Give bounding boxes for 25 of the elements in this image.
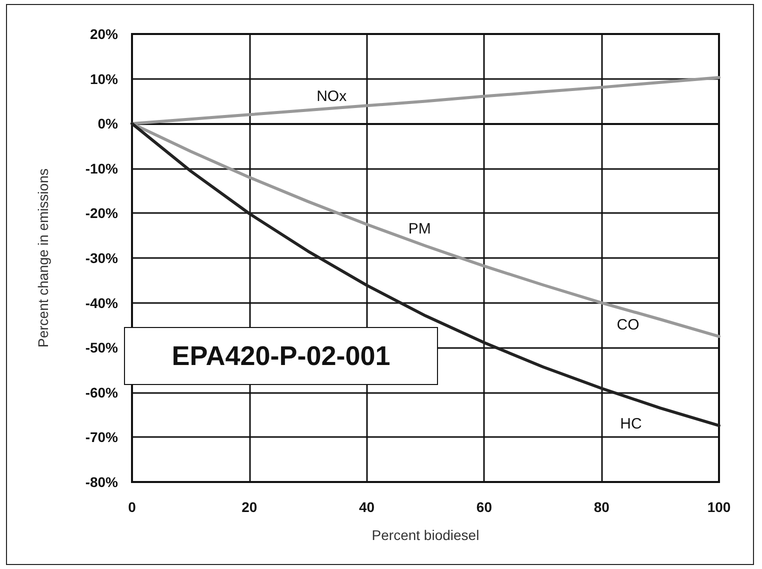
x-tick-label: 60: [476, 499, 492, 515]
annotation: HC: [620, 415, 642, 432]
y-tick-label: -20%: [85, 205, 119, 222]
y-axis-title: Percent change in emissions: [35, 168, 51, 348]
y-tick-label: -60%: [85, 384, 119, 400]
x-tick-label: 80: [594, 499, 610, 515]
x-tick-label: 20: [242, 499, 258, 515]
x-tick-label: 0: [128, 499, 136, 515]
y-tick-label: -80%: [85, 474, 119, 490]
annotation: EPA420-P-02-001: [172, 340, 390, 372]
y-tick-label: -70%: [85, 429, 119, 446]
y-tick-label: 0%: [98, 116, 119, 132]
y-tick-label: -40%: [85, 294, 119, 311]
annotation: NOx: [316, 88, 348, 106]
x-tick-label: 100: [707, 499, 731, 515]
y-tick-label: -50%: [85, 340, 119, 356]
annotation: CO: [616, 316, 640, 334]
x-tick-label: 40: [359, 499, 375, 515]
y-tick-label: 10%: [90, 70, 119, 87]
x-axis-title: Percent biodiesel: [372, 527, 480, 543]
label-box: EPA420-P-02-001: [124, 327, 438, 385]
annotation: PM: [408, 220, 431, 238]
y-tick-label: -10%: [85, 160, 119, 176]
y-tick-label: -30%: [85, 250, 119, 266]
y-tick-label: 20%: [90, 26, 119, 42]
